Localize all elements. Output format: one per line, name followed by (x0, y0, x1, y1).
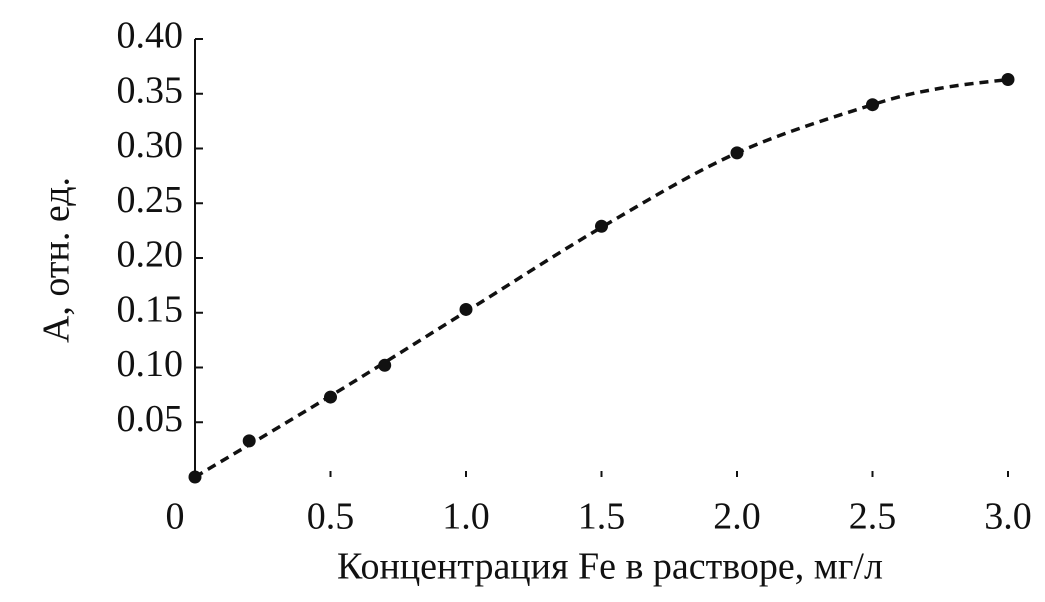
data-point (730, 146, 744, 160)
data-point (1001, 73, 1015, 87)
x-tick-label: 3.0 (984, 496, 1032, 538)
x-tick-label: 2.0 (713, 496, 761, 538)
data-point (595, 219, 608, 233)
x-axis-label: Концентрация Fe в растворе, мг/л (337, 546, 883, 588)
data-point (188, 470, 202, 484)
x-tick-label: 0 (166, 496, 185, 538)
x-tick-label: 1.0 (442, 496, 490, 538)
data-point (242, 434, 256, 448)
data-point (459, 302, 473, 316)
fit-curve (194, 77, 1009, 479)
data-point (378, 358, 392, 372)
y-tick-label: 0.25 (117, 179, 184, 221)
y-axis-label: А, отн. ед. (36, 177, 78, 343)
data-point (866, 98, 879, 112)
y-tick-label: 0.40 (117, 15, 184, 57)
y-tick-label: 0.15 (117, 288, 184, 330)
y-tick-label: 0.10 (117, 343, 184, 385)
x-tick-label: 0.5 (307, 496, 355, 538)
x-tick-label: 1.5 (578, 496, 626, 538)
y-tick-label: 0.20 (117, 234, 184, 276)
y-tick-label: 0.30 (117, 124, 184, 166)
x-tick-label: 2.5 (849, 496, 897, 538)
data-point (324, 390, 337, 404)
y-tick-label: 0.35 (117, 69, 184, 111)
y-tick-label: 0.05 (117, 398, 184, 440)
